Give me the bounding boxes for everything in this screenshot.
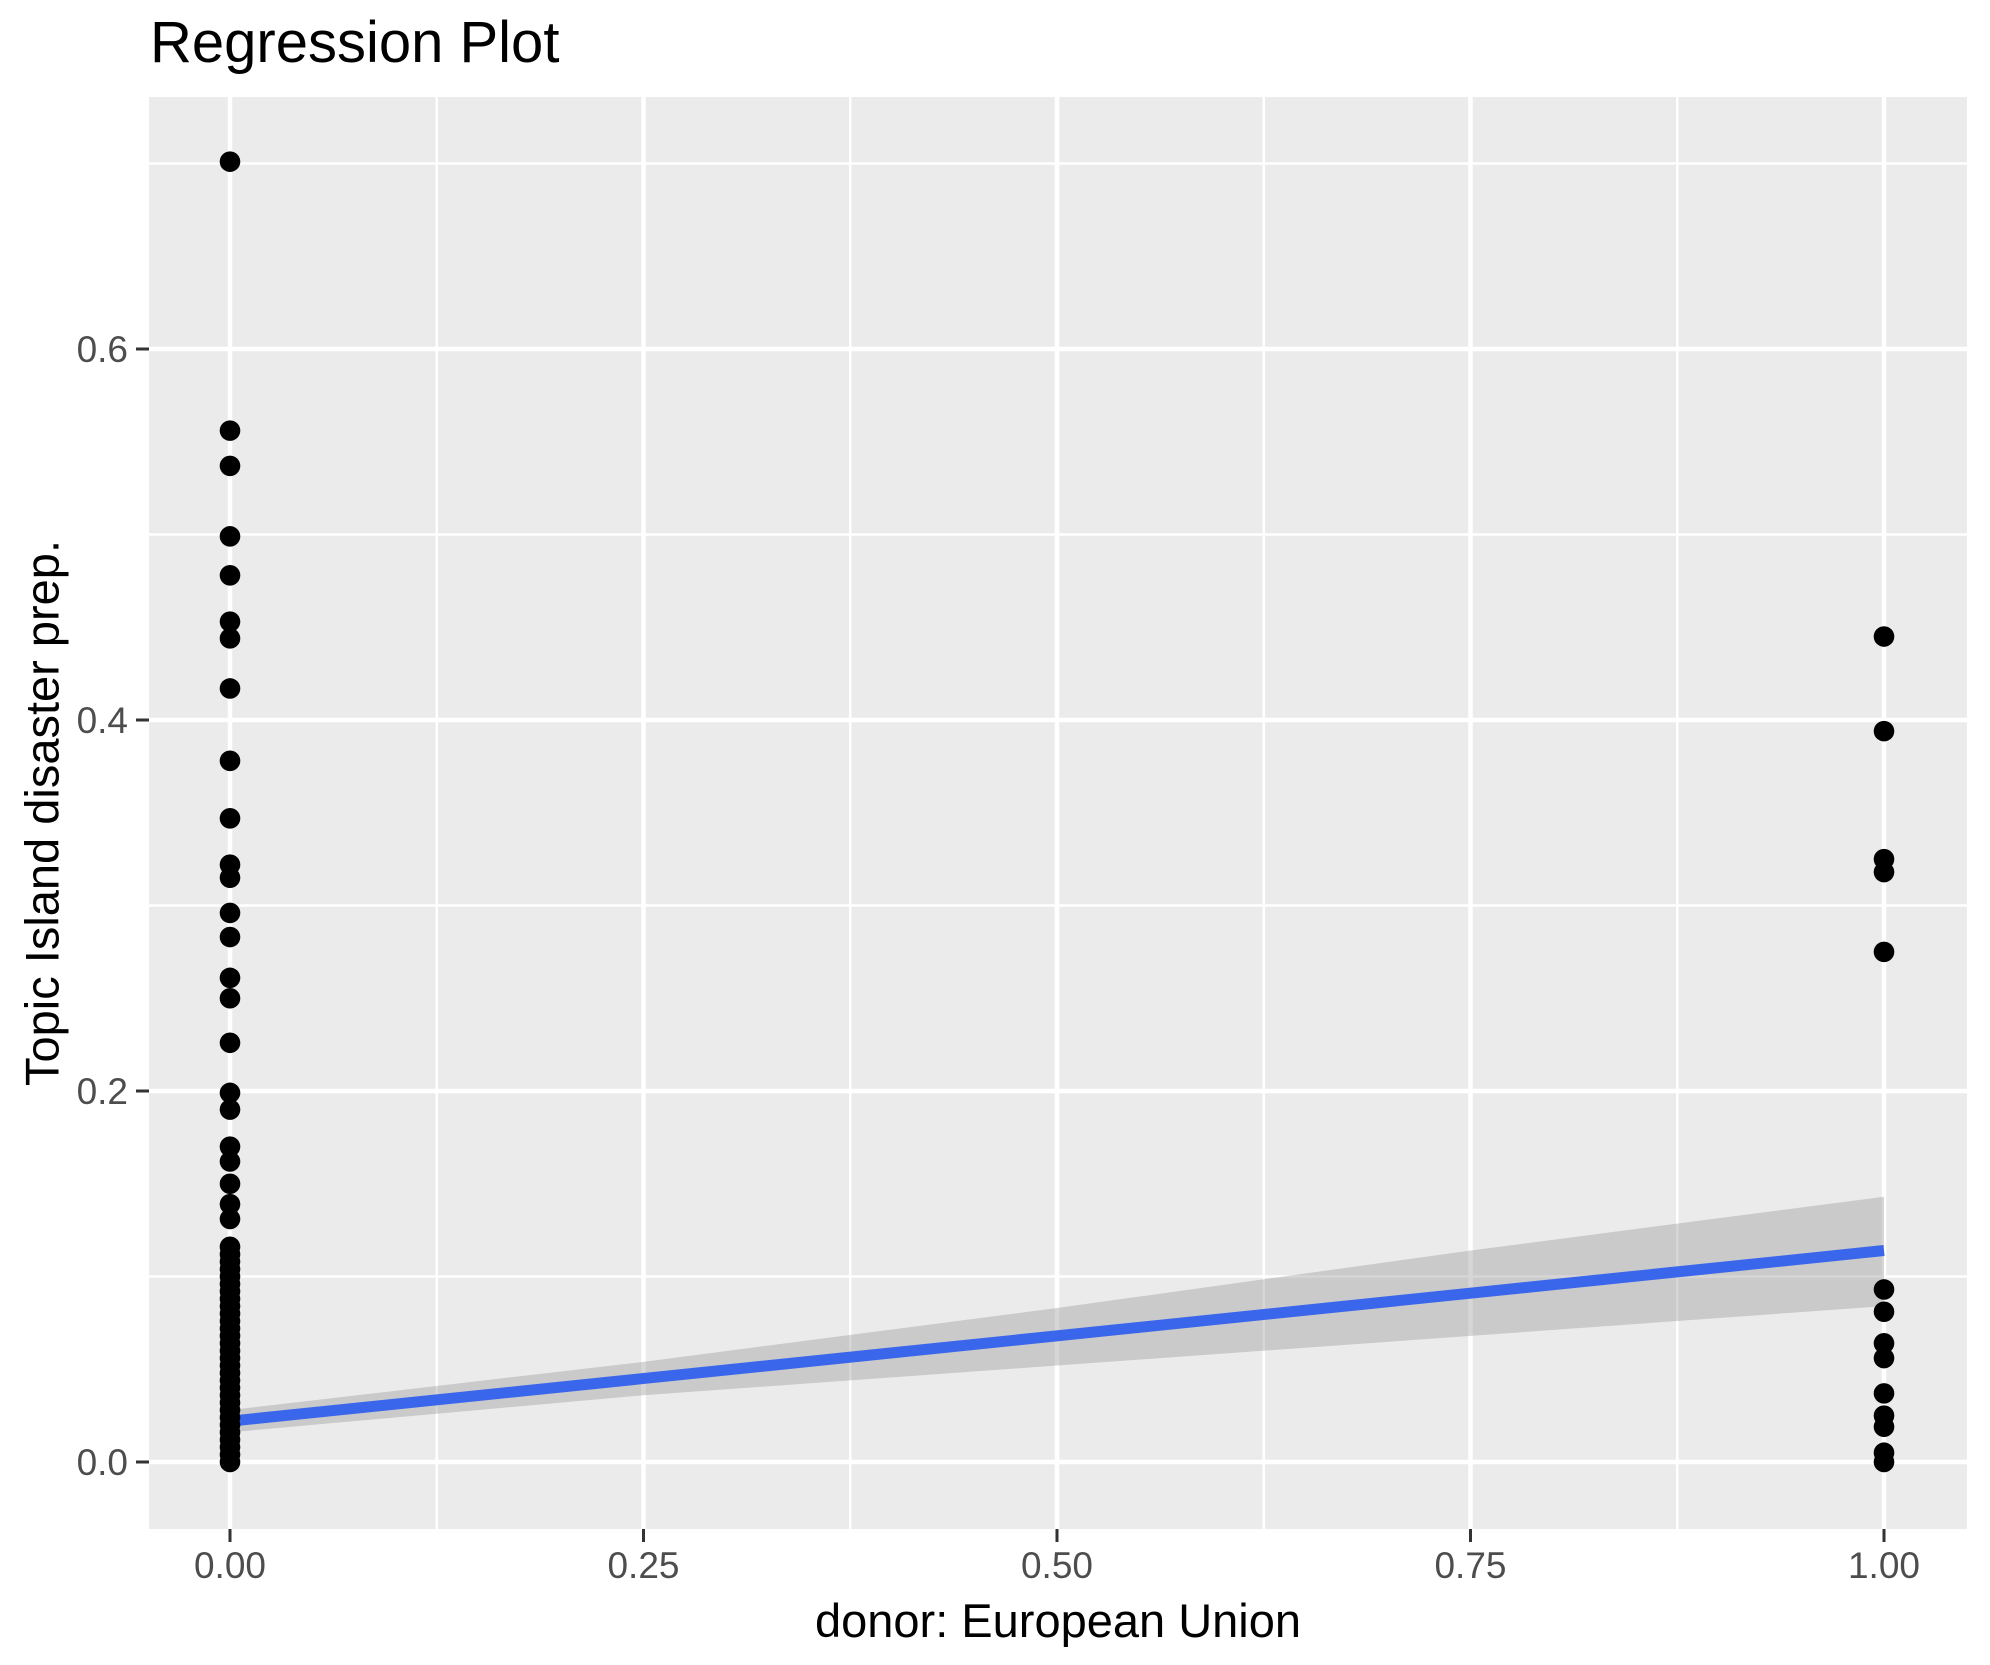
data-point <box>219 1193 241 1215</box>
data-point <box>1873 1416 1895 1438</box>
x-tick-label: 0.25 <box>607 1545 679 1586</box>
data-point <box>1873 1279 1895 1300</box>
data-point <box>219 926 241 948</box>
data-point <box>219 1032 241 1054</box>
data-point <box>1873 1451 1895 1473</box>
y-tick-label: 0.4 <box>77 700 128 741</box>
data-point <box>219 1151 241 1172</box>
data-point <box>1873 626 1895 647</box>
data-point <box>1873 720 1895 742</box>
data-point <box>219 678 241 699</box>
data-point <box>219 808 241 829</box>
x-axis-title: donor: European Union <box>814 1594 1302 1647</box>
data-point <box>219 628 241 649</box>
data-point <box>1873 941 1895 963</box>
x-tick-label: 1.00 <box>1848 1545 1920 1586</box>
data-point <box>219 1082 241 1104</box>
data-point <box>1873 1347 1895 1369</box>
chart-title: Regression Plot <box>150 10 560 75</box>
data-point <box>219 420 241 441</box>
x-tick-label: 0.50 <box>1021 1545 1093 1586</box>
y-tick-label: 0.2 <box>77 1071 128 1112</box>
data-point <box>219 455 241 477</box>
data-point <box>219 867 241 888</box>
y-tick-label: 0.0 <box>77 1442 128 1483</box>
data-point <box>219 1099 241 1120</box>
data-point <box>219 526 241 547</box>
data-point <box>219 987 241 1009</box>
data-point <box>219 151 241 172</box>
data-point <box>219 565 241 586</box>
data-point <box>219 1173 241 1195</box>
y-tick-label: 0.6 <box>77 329 128 370</box>
data-point <box>1873 1332 1895 1354</box>
x-tick-label: 0.75 <box>1434 1545 1506 1586</box>
y-axis-title: Topic Island disaster prep. <box>15 539 69 1087</box>
x-tick-label: 0.00 <box>194 1545 266 1586</box>
data-point <box>219 1451 241 1473</box>
data-point <box>1873 1301 1895 1323</box>
regression-line <box>229 1245 1885 1427</box>
data-point <box>219 750 241 772</box>
data-point <box>1873 1383 1895 1404</box>
data-point <box>219 967 241 989</box>
data-point <box>219 611 241 632</box>
data-point <box>219 1136 241 1157</box>
data-point <box>219 902 241 924</box>
data-point <box>1873 861 1895 883</box>
data-point <box>219 1208 241 1230</box>
